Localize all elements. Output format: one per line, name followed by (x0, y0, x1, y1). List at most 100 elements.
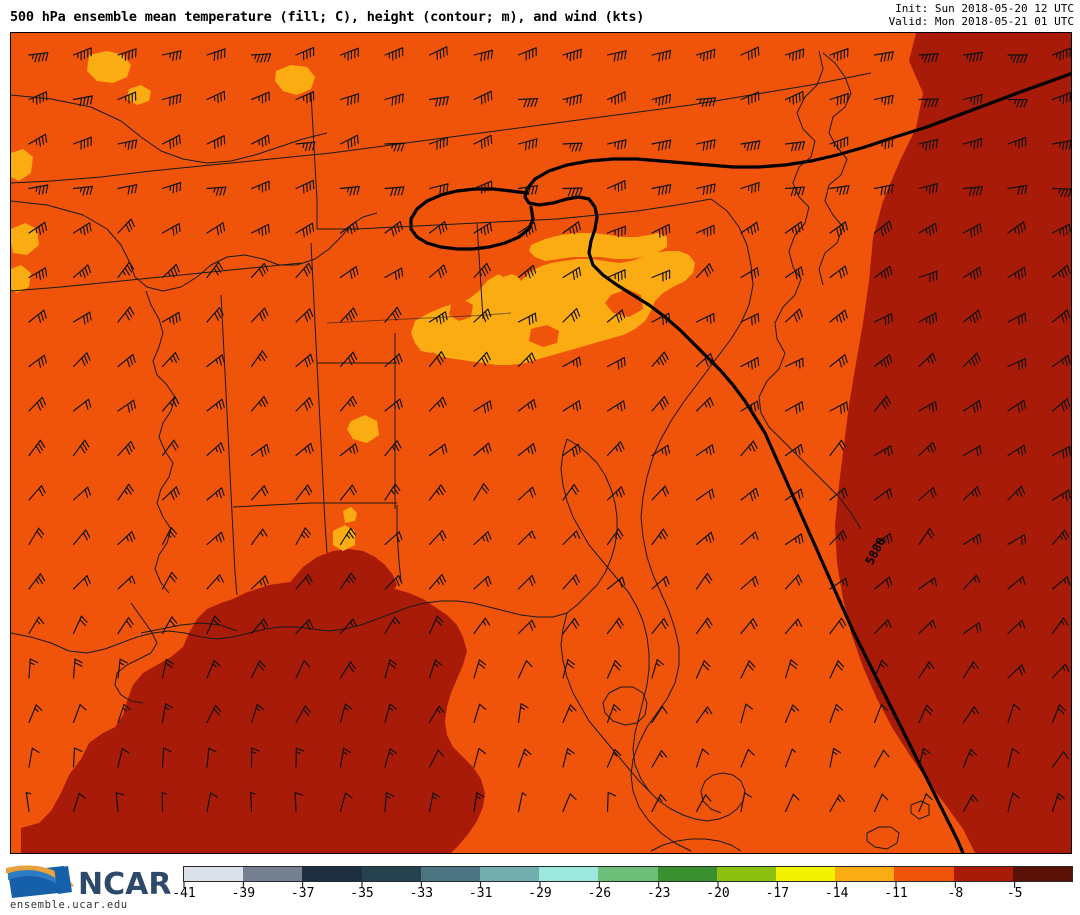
wind-barb-full (888, 220, 893, 230)
wind-barb-full (929, 528, 935, 536)
wind-barb-full (176, 183, 178, 193)
wind-barb-full (1017, 225, 1021, 235)
colorbar-swatch[interactable] (1012, 867, 1073, 881)
wind-barb-full (312, 141, 316, 151)
wind-barb-full (39, 439, 46, 448)
wind-barb-full (840, 439, 847, 448)
wind-barb-full (397, 142, 401, 152)
wind-barb-full (1017, 270, 1020, 280)
wind-barb-full (1019, 54, 1024, 64)
wind-barb-half (254, 54, 257, 60)
wind-barb-full (884, 316, 887, 326)
colorbar[interactable] (183, 866, 1073, 882)
wind-barb-full (797, 223, 801, 233)
colorbar-swatch[interactable] (716, 867, 777, 881)
wind-barb-half (35, 227, 38, 234)
wind-barb-full (39, 399, 44, 408)
wind-barb-full (530, 401, 534, 411)
wind-barb-full (350, 95, 353, 105)
wind-barb-half (616, 404, 619, 410)
wind-barb-shaft (517, 792, 523, 813)
wind-barb-shaft (117, 747, 123, 768)
colorbar-swatch[interactable] (361, 867, 421, 881)
colorbar-swatch[interactable] (598, 867, 658, 881)
wind-barb-full (708, 97, 713, 107)
wind-barb-shaft (1007, 792, 1014, 813)
wind-barb-full (396, 400, 400, 410)
wind-barb-full (302, 530, 310, 538)
colorbar-swatch[interactable] (835, 867, 895, 881)
wind-barb-half (832, 751, 838, 755)
wind-barb-full (524, 748, 532, 755)
wind-barb-full (887, 95, 891, 105)
wind-barb-full (169, 139, 172, 149)
wind-barb-full (754, 575, 759, 585)
weather-map[interactable]: 5880 (10, 32, 1072, 854)
wind-barb-full (709, 49, 712, 60)
wind-barb-full (838, 358, 843, 368)
wind-barb-full (927, 531, 933, 539)
wind-barb-half (752, 533, 755, 540)
wind-barb-full (357, 93, 360, 103)
wind-barb-half (655, 662, 661, 667)
wind-barb-full (884, 185, 887, 195)
fill-band-minus11-tennessee (431, 251, 695, 365)
wind-barb-full (976, 447, 979, 457)
wind-barb-half (391, 445, 396, 451)
wind-barb-full (79, 704, 87, 711)
wind-barb-full (487, 92, 489, 102)
wind-barb-full (891, 94, 894, 104)
init-time: Init: Sun 2018-05-20 12 UTC (895, 2, 1074, 15)
wind-barb-full (927, 98, 932, 108)
wind-barb-full (84, 439, 90, 448)
wind-barb-full (259, 312, 264, 322)
wind-barb-full (531, 530, 536, 540)
wind-barb-full (614, 660, 622, 668)
wind-barb-full (355, 266, 359, 276)
wind-barb-full (38, 225, 42, 235)
wind-barb-full (668, 312, 671, 322)
wind-barb-full (261, 310, 266, 319)
wind-barb-shaft (206, 747, 210, 768)
wind-barb-half (656, 359, 660, 365)
wind-barb-half (295, 751, 301, 754)
wind-barb-full (624, 50, 627, 60)
colorbar-swatch[interactable] (539, 867, 599, 881)
wind-barb-full (663, 351, 669, 360)
wind-barb-full (975, 574, 981, 584)
wind-barb-full (218, 533, 222, 543)
wind-barb-half (385, 795, 391, 799)
colorbar-swatch[interactable] (953, 867, 1013, 881)
wind-barb-full (264, 575, 269, 584)
colorbar-swatch[interactable] (657, 867, 717, 881)
colorbar-swatch[interactable] (420, 867, 481, 881)
wind-barb-shaft (873, 793, 883, 813)
wind-barb-half (747, 362, 750, 368)
wind-barb-full (261, 487, 266, 497)
wind-barb-half (215, 536, 218, 542)
wind-barb-half (436, 708, 441, 714)
ncar-logo[interactable]: NCAR (4, 862, 174, 912)
wind-barb-full (393, 142, 398, 152)
wind-barb-full (438, 225, 442, 235)
colorbar-swatch[interactable] (302, 867, 362, 881)
wind-barb-full (489, 222, 493, 232)
wind-barb-full (130, 218, 135, 227)
wind-barb-full (481, 357, 487, 366)
colorbar-swatch[interactable] (243, 867, 303, 881)
colorbar-swatch[interactable] (184, 867, 244, 881)
wind-barb-full (443, 264, 448, 274)
colorbar-swatch[interactable] (480, 867, 540, 881)
wind-barb-half (926, 664, 931, 670)
wind-barb-full (442, 47, 445, 57)
wind-barb-full (87, 398, 92, 408)
wind-barb-full (748, 660, 756, 668)
wind-barb-half (659, 753, 664, 758)
wind-barb-full (37, 442, 43, 451)
wind-barb-full (575, 268, 579, 278)
wind-barb-full (440, 351, 446, 360)
wind-barb-full (753, 141, 757, 151)
colorbar-swatch[interactable] (776, 867, 836, 881)
wind-barb-full (567, 748, 575, 754)
colorbar-swatch[interactable] (894, 867, 954, 881)
